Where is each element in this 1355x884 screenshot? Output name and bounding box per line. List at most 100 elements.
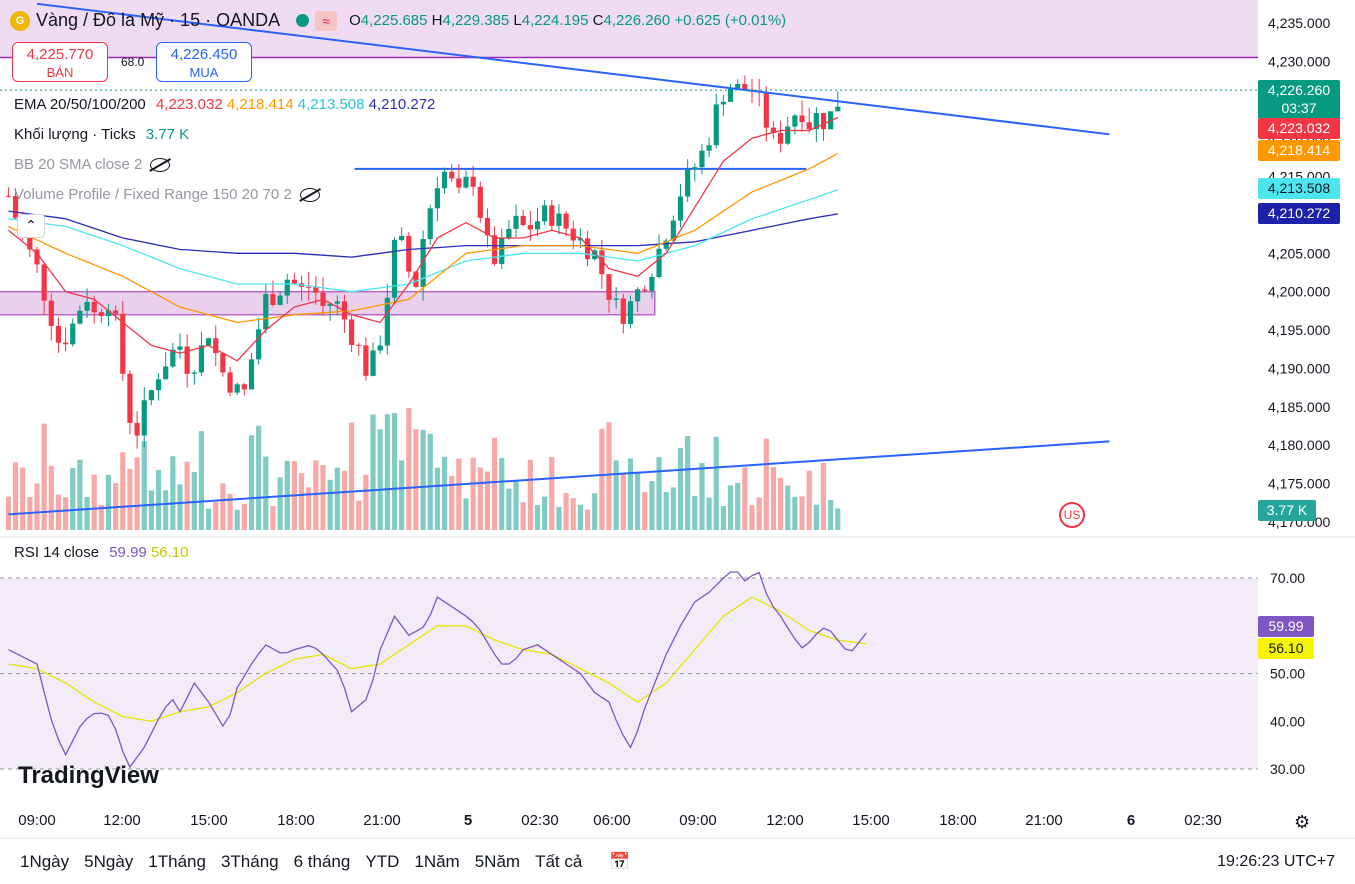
collapse-legend-button[interactable]: ⌃ — [17, 214, 45, 238]
sell-button[interactable]: 4,225.770 BÁN — [12, 42, 108, 82]
rsi-legend[interactable]: RSI 14 close 59.99 56.10 — [14, 544, 189, 561]
candle-body — [356, 344, 362, 346]
bb-legend[interactable]: BB 20 SMA close 2 — [14, 156, 171, 173]
candle-body — [692, 167, 698, 170]
candle-body — [563, 213, 569, 229]
candle-body — [620, 298, 626, 324]
candle-body — [799, 115, 805, 123]
ema200-value: 4,210.272 — [368, 96, 436, 113]
candle-body — [234, 384, 240, 393]
volume-bar — [813, 504, 819, 530]
price-tick: 4,205.000 — [1268, 245, 1330, 261]
volume-bar — [820, 462, 827, 530]
candle-body — [127, 373, 133, 423]
candle-body — [148, 390, 154, 401]
time-tick: 09:00 — [679, 812, 717, 829]
volume-profile-legend[interactable]: Volume Profile / Fixed Range 150 20 70 2 — [14, 186, 320, 203]
price-tick: 4,175.000 — [1268, 476, 1330, 492]
symbol-title[interactable]: Vàng / Đô la Mỹ · 15 · OANDA — [36, 10, 281, 30]
volume-bar — [449, 475, 455, 530]
clock[interactable]: 19:26:23 UTC+7 — [1217, 853, 1335, 870]
hidden-eye-icon[interactable] — [150, 158, 171, 173]
us-flag-icon[interactable]: US — [1059, 502, 1085, 528]
volume-bar — [256, 425, 262, 530]
volume-bar — [592, 493, 598, 530]
range-button[interactable]: 1Ngày — [20, 852, 70, 871]
volume-bar — [441, 456, 448, 530]
range-button[interactable]: Tất cả — [535, 852, 583, 871]
volume-bar — [327, 479, 333, 530]
range-button[interactable]: 5Ngày — [84, 852, 134, 871]
rsi-ma-price-label: 56.10 — [1258, 638, 1314, 659]
candle-body — [284, 279, 290, 296]
ema200-price-label: 4,210.272 — [1258, 203, 1340, 224]
volume-bar — [127, 468, 133, 530]
time-tick: 06:00 — [593, 812, 631, 829]
range-button[interactable]: 5Năm — [474, 852, 521, 871]
range-button[interactable]: 1Năm — [414, 852, 460, 871]
volume-bar — [456, 458, 462, 530]
sell-label: BÁN — [46, 65, 74, 80]
settings-icon[interactable]: ⚙ — [1294, 812, 1311, 832]
volume-bar — [627, 458, 634, 530]
candle-body — [484, 217, 491, 236]
volume-bar — [692, 495, 698, 530]
hidden-eye-icon[interactable] — [299, 188, 320, 203]
candle-body — [806, 122, 812, 130]
candle-body — [327, 303, 333, 306]
volume-bar — [141, 441, 147, 530]
candle-body — [377, 345, 383, 351]
candle-body — [677, 196, 684, 221]
volume-bar — [434, 467, 440, 530]
candle-body — [477, 186, 483, 218]
volume-bar — [670, 487, 676, 530]
candle-body — [427, 208, 433, 240]
candle-body — [105, 310, 112, 316]
volume-bar — [148, 490, 154, 530]
candle-body — [663, 240, 669, 249]
candle-body — [549, 205, 555, 226]
range-button[interactable]: 6 tháng — [293, 852, 351, 871]
candle-body — [420, 239, 426, 287]
volume-bar — [163, 490, 169, 530]
candle-body — [256, 329, 262, 360]
wave-icon[interactable]: ≈ — [315, 10, 338, 31]
volume-bar — [270, 506, 276, 530]
range-button[interactable]: 3Tháng — [220, 852, 279, 871]
sell-price: 4,225.770 — [26, 46, 94, 63]
last-price-label: 4,226.260 03:37 — [1258, 80, 1340, 119]
volume-legend[interactable]: Khối lượng · Ticks 3.77 K — [14, 126, 190, 143]
ema100-price-label: 4,213.508 — [1258, 178, 1340, 199]
volume-bar — [720, 506, 726, 530]
volume-bar — [377, 429, 383, 530]
calendar-icon[interactable]: 📅 — [609, 852, 631, 871]
range-button[interactable]: 1Tháng — [148, 852, 206, 871]
volume-bar — [577, 504, 583, 530]
volume-bar — [263, 456, 269, 530]
rsi-line — [8, 571, 867, 769]
range-button[interactable]: YTD — [365, 852, 400, 871]
volume-bar — [420, 429, 426, 530]
candle-body — [613, 298, 619, 300]
volume-bar — [341, 470, 348, 530]
volume-bar — [792, 496, 798, 530]
candle-body — [198, 345, 205, 373]
volume-bar — [606, 422, 612, 530]
price-tick: 4,180.000 — [1268, 437, 1330, 453]
volume-bar — [499, 457, 505, 530]
volume-bar — [735, 482, 741, 530]
volume-bar — [241, 503, 247, 530]
ema-legend[interactable]: EMA 20/50/100/200 4,223.032 4,218.414 4,… — [14, 96, 436, 113]
candle-body — [556, 213, 562, 226]
rsi-ma-line — [8, 596, 867, 722]
candle-body — [170, 349, 176, 367]
candle-body — [370, 350, 376, 376]
ohlc-readout: O4,225.685 H4,229.385 L4,224.195 C4,226.… — [349, 12, 787, 29]
time-tick: 21:00 — [363, 812, 401, 829]
candle-body — [213, 338, 219, 354]
buy-button[interactable]: 4,226.450 MUA — [156, 42, 252, 82]
time-tick: 12:00 — [103, 812, 141, 829]
volume-bar — [635, 471, 641, 530]
volume-bar — [556, 506, 562, 530]
